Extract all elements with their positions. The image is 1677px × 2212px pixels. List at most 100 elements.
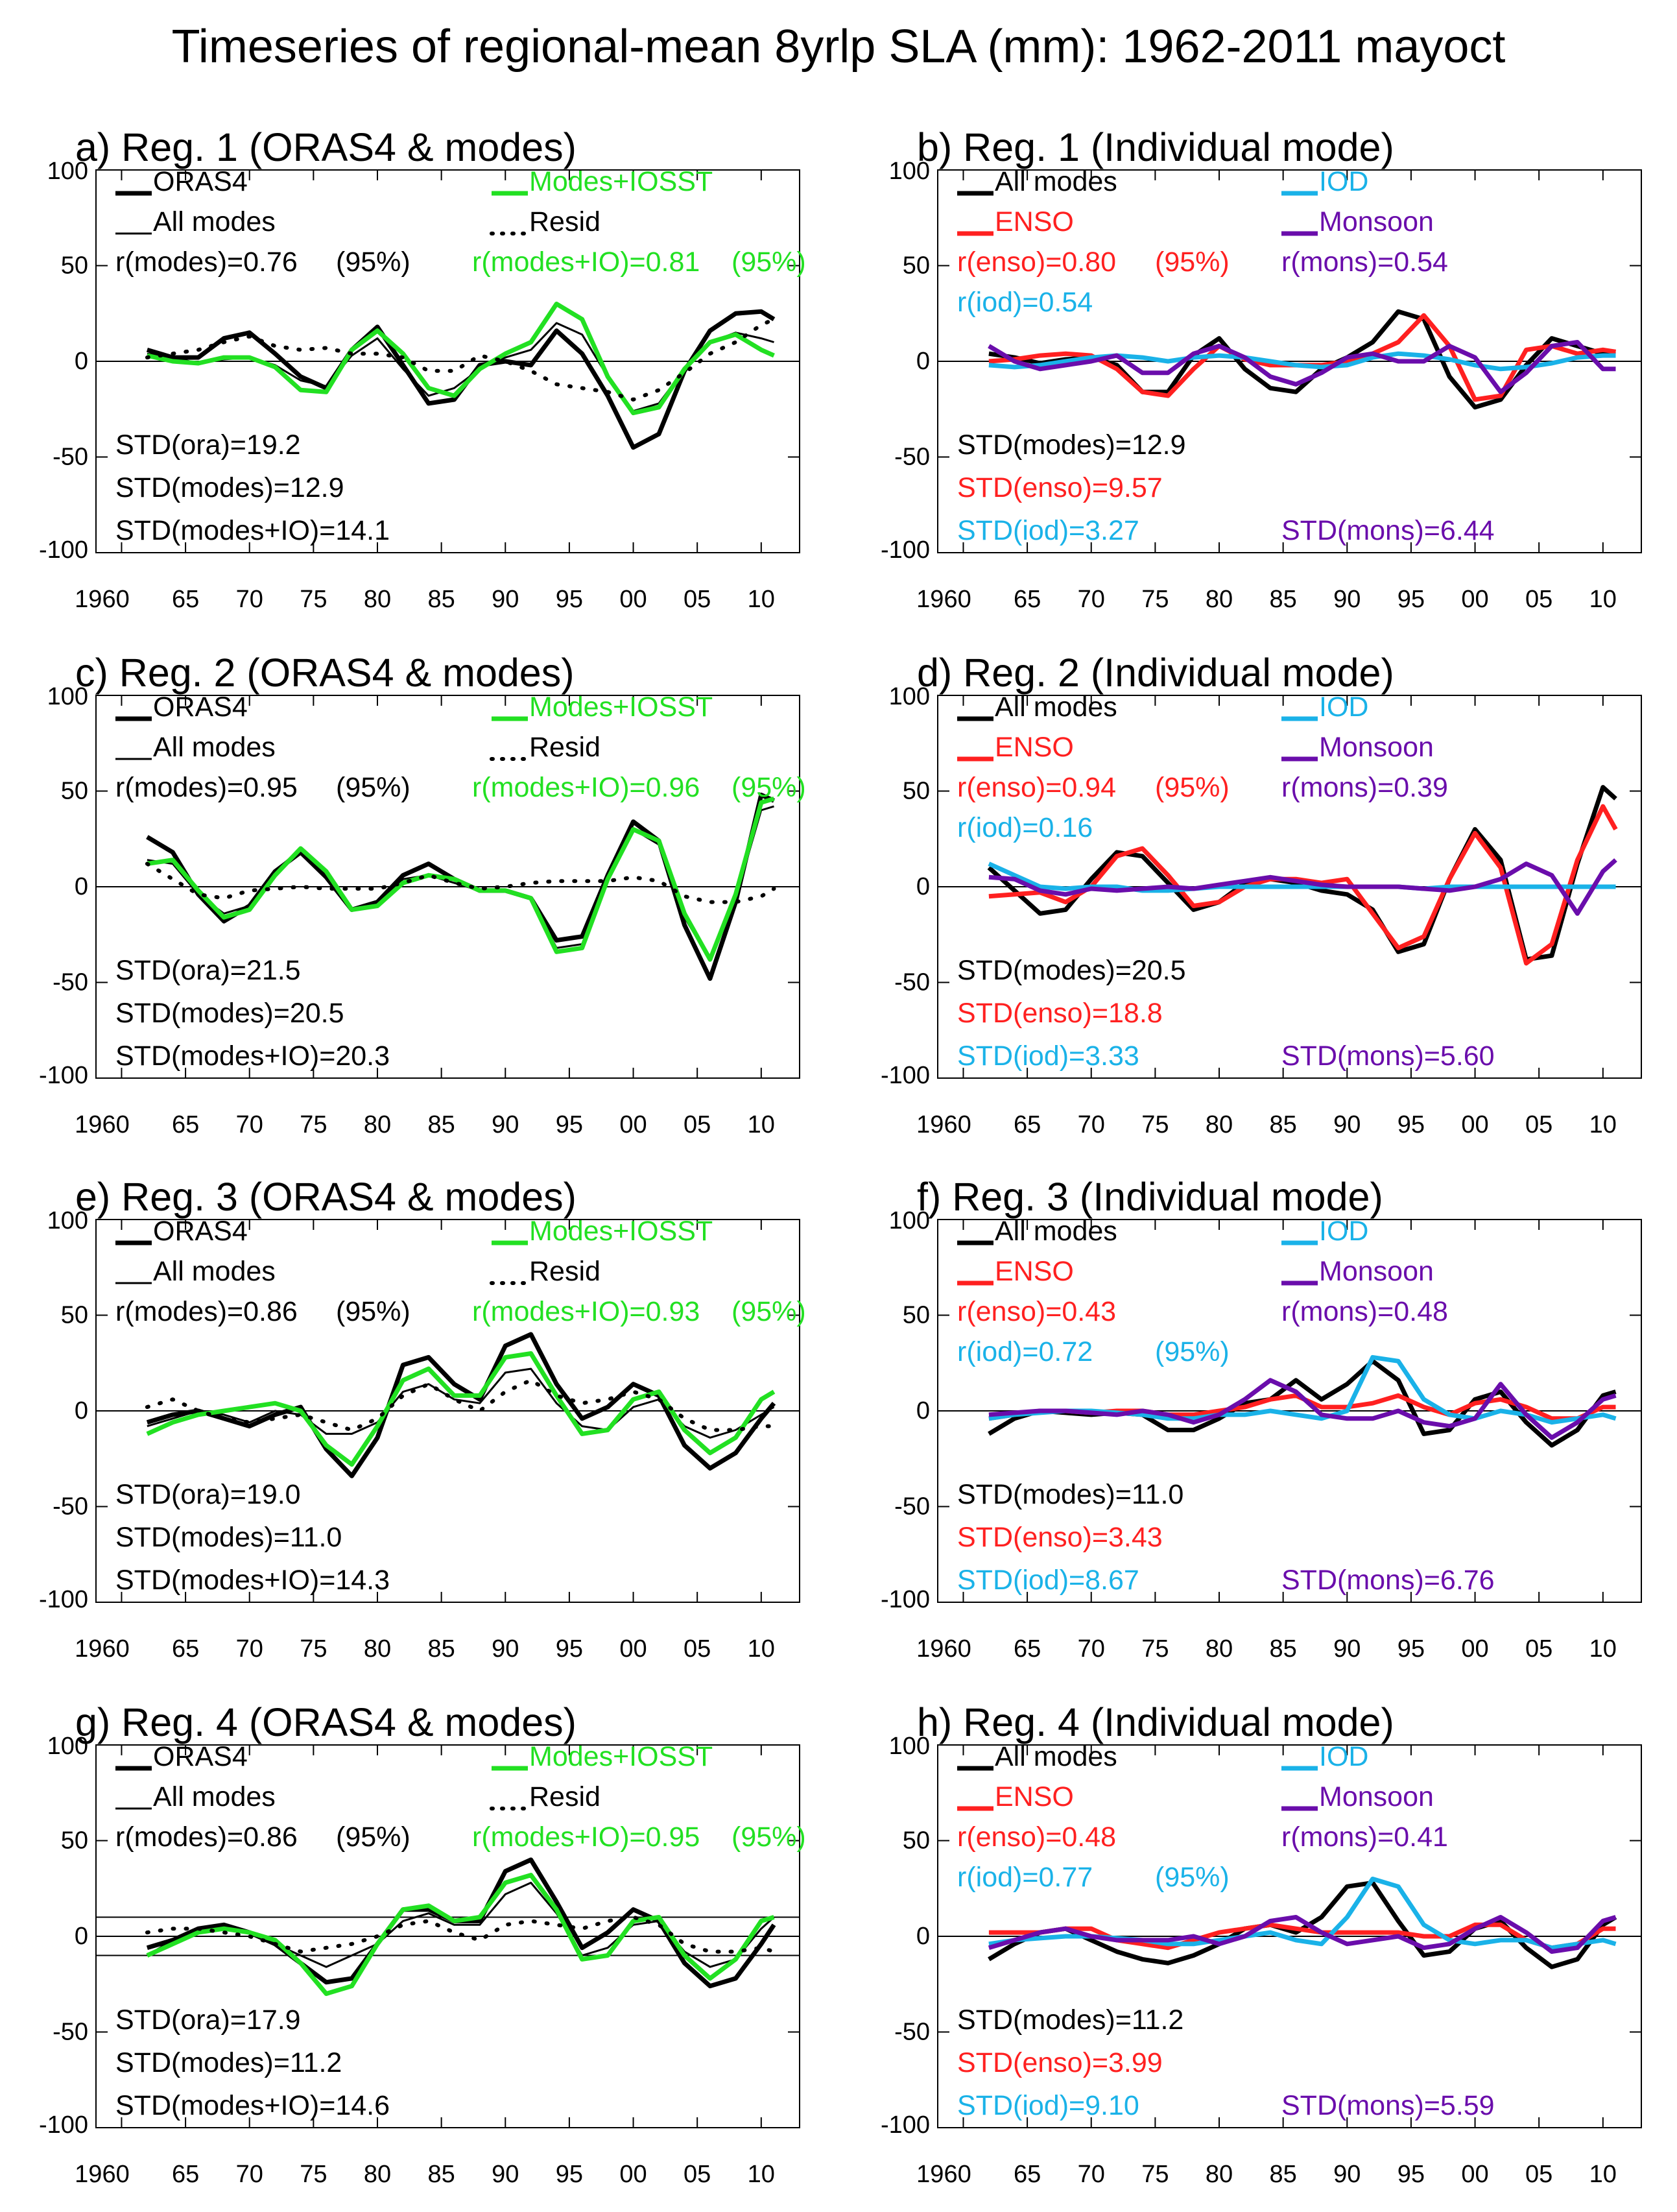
x-tick-label: 10 <box>1589 586 1617 613</box>
x-tick-label: 80 <box>364 586 391 613</box>
y-tick-label: 50 <box>61 252 88 280</box>
x-tick-label: 85 <box>1269 1635 1296 1663</box>
significance-label: (95%) <box>731 1821 806 1853</box>
legend-label: Modes+IOSST <box>529 166 713 197</box>
x-tick-label: 95 <box>1398 2161 1425 2188</box>
std-modes: STD(modes)=12.9 <box>115 472 344 503</box>
legend-label: All modes <box>995 166 1117 197</box>
series-line-resid <box>145 1378 776 1432</box>
std-iod: STD(iod)=3.33 <box>957 1040 1139 1072</box>
legend-label: ORAS4 <box>153 166 248 197</box>
x-tick-label: 05 <box>684 1111 711 1138</box>
std-modes-io: STD(modes+IO)=14.3 <box>115 1565 390 1596</box>
y-tick-label: -100 <box>39 536 88 564</box>
panel-title: b) Reg. 1 (Individual mode) <box>917 125 1394 169</box>
legend-label: All modes <box>153 732 276 763</box>
y-tick-label: 50 <box>903 1827 930 1855</box>
x-tick-label: 70 <box>236 2161 263 2188</box>
std-modes: STD(modes)=11.2 <box>957 2004 1183 2036</box>
x-tick-label: 80 <box>1206 1111 1233 1138</box>
x-tick-label: 70 <box>1078 586 1105 613</box>
x-tick-label: 05 <box>684 2161 711 2188</box>
std-oras4: STD(ora)=19.0 <box>115 1479 301 1510</box>
std-modes-io: STD(modes+IO)=14.1 <box>115 515 390 546</box>
correlation-enso: r(enso)=0.80 <box>957 246 1116 278</box>
std-modes: STD(modes)=11.2 <box>115 2047 342 2078</box>
correlation-modes-io: r(modes+IO)=0.96 <box>472 772 700 803</box>
y-tick-label: 100 <box>47 683 88 710</box>
y-tick-label: 100 <box>889 683 930 710</box>
correlation-monsoon: r(mons)=0.41 <box>1281 1821 1448 1853</box>
std-iod: STD(iod)=3.27 <box>957 515 1139 546</box>
y-tick-label: 0 <box>75 348 88 375</box>
y-tick-label: 100 <box>47 1207 88 1234</box>
x-tick-label: 65 <box>1014 2161 1041 2188</box>
correlation-iod: r(iod)=0.16 <box>957 812 1093 843</box>
x-tick-label: 05 <box>1525 1111 1552 1138</box>
y-tick-label: 0 <box>916 1923 930 1950</box>
x-tick-label: 05 <box>1525 1635 1552 1663</box>
y-tick-label: 100 <box>889 1207 930 1234</box>
legend-label: Modes+IOSST <box>529 691 713 723</box>
std-oras4: STD(ora)=21.5 <box>115 955 301 986</box>
std-monsoon: STD(mons)=6.76 <box>1281 1565 1495 1596</box>
panel-title: c) Reg. 2 (ORAS4 & modes) <box>75 651 575 695</box>
x-tick-label: 75 <box>1141 2161 1169 2188</box>
series-line-all-modes <box>988 1358 1617 1448</box>
y-tick-label: -50 <box>53 969 88 996</box>
legend-label: All modes <box>995 1216 1117 1247</box>
x-tick-label: 80 <box>364 1635 391 1663</box>
x-tick-label: 70 <box>1078 1635 1105 1663</box>
series-line-monsoon <box>988 1915 1617 1954</box>
correlation-iod: r(iod)=0.54 <box>957 287 1093 318</box>
std-modes-io: STD(modes+IO)=20.3 <box>115 1040 390 1072</box>
series-line-resid <box>145 317 776 402</box>
x-tick-label: 85 <box>1269 1111 1296 1138</box>
legend-label: All modes <box>995 691 1117 723</box>
significance-label: (95%) <box>336 772 410 803</box>
x-tick-label: 65 <box>172 2161 199 2188</box>
x-tick-label: 85 <box>1269 2161 1296 2188</box>
std-enso: STD(enso)=9.57 <box>957 472 1163 503</box>
legend-label: Modes+IOSST <box>529 1216 713 1247</box>
significance-label: (95%) <box>731 772 806 803</box>
panel-g: g) Reg. 4 (ORAS4 & modes)100500-50-10019… <box>39 1700 806 2188</box>
x-tick-label: 65 <box>1014 1635 1041 1663</box>
significance-label: (95%) <box>1155 246 1230 278</box>
legend-label: IOD <box>1319 691 1368 723</box>
legend-label: All modes <box>153 1781 276 1812</box>
x-tick-label: 00 <box>1461 2161 1488 2188</box>
y-tick-label: -100 <box>39 1062 88 1089</box>
legend-label: IOD <box>1319 1741 1368 1772</box>
x-tick-label: 90 <box>1333 2161 1361 2188</box>
y-tick-label: 50 <box>903 252 930 280</box>
x-tick-label: 10 <box>748 586 775 613</box>
y-tick-label: -50 <box>894 1493 930 1521</box>
legend-label: ORAS4 <box>153 691 248 723</box>
x-tick-label: 85 <box>427 1111 455 1138</box>
x-tick-label: 00 <box>1461 586 1488 613</box>
x-tick-label: 1960 <box>916 1111 971 1138</box>
y-tick-label: -100 <box>881 1062 930 1089</box>
significance-label: (95%) <box>336 246 410 278</box>
significance-label: (95%) <box>1155 772 1230 803</box>
y-tick-label: -50 <box>53 2019 88 2046</box>
y-tick-label: -100 <box>39 1586 88 1613</box>
x-tick-label: 65 <box>172 1635 199 1663</box>
x-tick-label: 75 <box>1141 1635 1169 1663</box>
x-tick-label: 65 <box>172 1111 199 1138</box>
correlation-enso: r(enso)=0.43 <box>957 1296 1116 1327</box>
x-tick-label: 10 <box>1589 1111 1617 1138</box>
significance-label: (95%) <box>1155 1862 1230 1893</box>
x-tick-label: 90 <box>492 586 519 613</box>
std-modes: STD(modes)=11.0 <box>115 1522 342 1553</box>
x-tick-label: 10 <box>748 2161 775 2188</box>
panel-title: h) Reg. 4 (Individual mode) <box>917 1700 1394 1744</box>
series-line-all-modes <box>988 1880 1617 1969</box>
legend-label: ORAS4 <box>153 1216 248 1247</box>
std-enso: STD(enso)=3.43 <box>957 1522 1163 1553</box>
correlation-iod: r(iod)=0.77 <box>957 1862 1093 1893</box>
x-tick-label: 00 <box>619 1635 647 1663</box>
std-modes: STD(modes)=12.9 <box>957 429 1186 461</box>
x-tick-label: 80 <box>1206 586 1233 613</box>
